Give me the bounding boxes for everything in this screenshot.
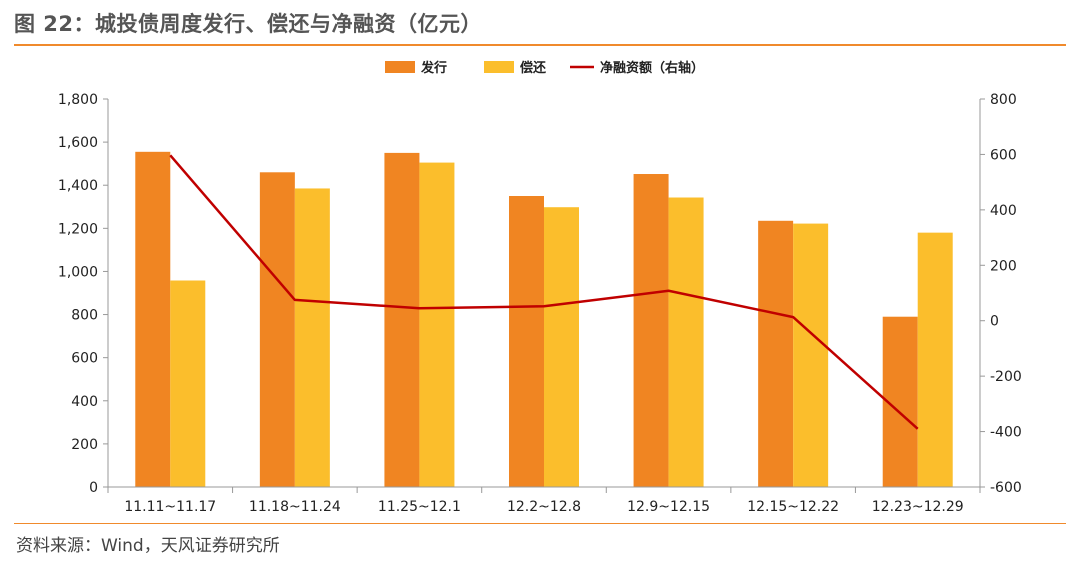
legend-label-1: 发行	[420, 60, 447, 76]
title-divider	[14, 44, 1066, 46]
chart-area: 发行 偿还 净融资额（右轴） 0 200 400 600 800 1,000 1,200 1,40…	[58, 60, 1022, 515]
x-tick-label: 11.18~11.24	[249, 499, 341, 515]
bar-repayment-7	[917, 232, 953, 487]
y-left-tick-label: 400	[71, 394, 98, 410]
bar-issuance-2	[259, 172, 295, 488]
bar-repayment-5	[668, 197, 704, 487]
y-left-tick-label: 600	[71, 351, 98, 367]
y-left-tick-label: 800	[71, 308, 98, 324]
figure-title: 图 22：城投债周度发行、偿还与净融资（亿元）	[14, 12, 483, 36]
x-tick-label: 12.9~12.15	[627, 499, 710, 515]
legend-swatch-1	[385, 61, 415, 73]
bar-issuance-3	[384, 152, 420, 487]
x-tick-label: 12.23~12.29	[872, 499, 964, 515]
legend-label-3: 净融资额（右轴）	[600, 60, 704, 76]
bar-repayment-1	[170, 280, 206, 487]
y-right-tick-label: -400	[990, 425, 1022, 441]
bar-repayment-2	[294, 188, 330, 487]
y-right-tick-label: 200	[990, 258, 1017, 274]
bar-series	[135, 151, 953, 488]
bar-issuance-6	[758, 220, 794, 488]
y-right-tick-label: -600	[990, 480, 1022, 496]
x-tick-label: 12.15~12.22	[747, 499, 839, 515]
axes: 0 200 400 600 800 1,000 1,200 1,400 1,600 1,800 -6…	[58, 92, 1022, 515]
bar-repayment-6	[793, 223, 829, 487]
y-left-tick-label: 1,200	[58, 221, 98, 237]
legend-label-2: 偿还	[520, 60, 547, 76]
y-right-tick-label: 600	[990, 147, 1017, 163]
bar-issuance-5	[633, 174, 669, 487]
bar-issuance-4	[509, 196, 544, 487]
y-left-tick-label: 1,000	[58, 264, 98, 280]
bar-repayment-4	[544, 207, 579, 487]
legend-swatch-2	[484, 61, 514, 73]
x-tick-label: 12.2~12.8	[507, 499, 581, 515]
y-left-tick-label: 0	[89, 480, 98, 496]
x-tick-label: 11.25~12.1	[378, 499, 461, 515]
y-right-tick-label: 800	[990, 92, 1017, 108]
y-left-tick-label: 200	[71, 437, 98, 453]
bar-issuance-1	[135, 151, 171, 488]
y-left-tick-label: 1,800	[58, 92, 98, 108]
line-series	[169, 154, 919, 430]
y-left-tick-label: 1,400	[58, 178, 98, 194]
legend: 发行 偿还 净融资额（右轴）	[385, 60, 704, 76]
y-left-tick-label: 1,600	[58, 135, 98, 151]
x-tick-label: 11.11~11.17	[124, 499, 216, 515]
y-right-tick-label: -200	[990, 369, 1022, 385]
y-right-tick-label: 0	[990, 314, 999, 330]
bar-repayment-3	[419, 162, 455, 488]
y-right-tick-label: 400	[990, 203, 1017, 219]
source-divider	[14, 523, 1066, 524]
source-note: 资料来源：Wind，天风证券研究所	[16, 536, 280, 556]
